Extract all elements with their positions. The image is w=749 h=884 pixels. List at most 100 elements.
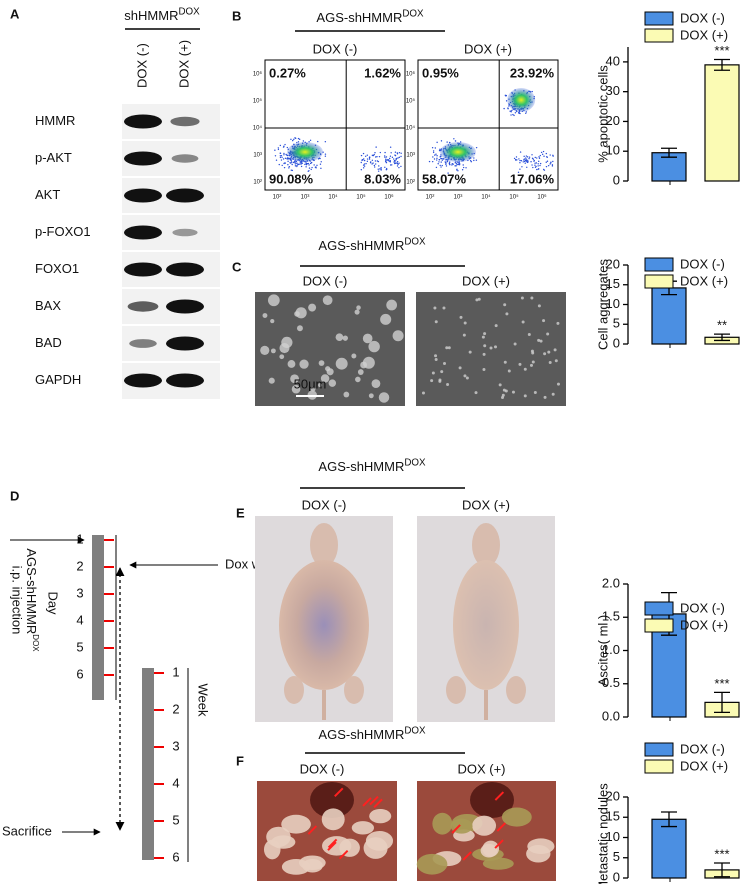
event-dot — [307, 162, 310, 165]
y-tick-label: 1.0 — [602, 642, 620, 657]
event-dot — [394, 151, 397, 153]
event-dot — [519, 151, 522, 153]
panel-title-sup: DOX — [178, 6, 200, 17]
event-dot — [444, 161, 446, 163]
cell — [318, 360, 325, 366]
cell — [546, 332, 550, 336]
band — [124, 114, 162, 129]
event-dot — [279, 152, 281, 154]
event-dot — [445, 165, 448, 167]
legend-swatch — [644, 759, 674, 774]
mouse-tail — [484, 690, 488, 720]
intestine — [263, 839, 281, 860]
event-dot — [377, 168, 379, 170]
week-bar — [142, 668, 154, 860]
event-dot — [440, 155, 442, 158]
panel-title-sup: DOX — [404, 236, 426, 247]
cell — [531, 360, 535, 364]
event-dot — [525, 155, 528, 157]
event-dot — [536, 168, 538, 171]
event-dot — [525, 158, 527, 160]
event-dot — [458, 162, 460, 164]
cell — [440, 370, 444, 374]
cell — [443, 362, 447, 366]
event-dot — [305, 166, 307, 168]
event-dot — [519, 159, 521, 162]
image-label: DOX (-) — [300, 761, 345, 776]
flow-tick: 10³ — [406, 153, 415, 159]
event-dot — [384, 160, 387, 163]
event-dot — [290, 161, 293, 163]
cell — [537, 338, 541, 342]
legend-swatch — [644, 601, 674, 616]
legend-swatch — [644, 28, 674, 43]
event-dot — [453, 138, 455, 140]
cell — [438, 379, 442, 383]
cell — [294, 311, 300, 317]
panel-letter: C — [232, 259, 242, 274]
event-dot — [365, 162, 367, 165]
flow-tick: 10⁶ — [406, 71, 416, 78]
event-dot — [552, 160, 554, 163]
event-dot — [440, 166, 442, 168]
event-dot — [552, 154, 554, 156]
cell — [505, 312, 509, 316]
event-dot — [384, 155, 386, 157]
event-dot — [376, 156, 378, 158]
cell — [463, 321, 467, 325]
cell — [459, 315, 463, 319]
event-dot — [283, 152, 285, 155]
cell — [463, 374, 467, 378]
rule — [307, 825, 318, 835]
event-dot — [290, 160, 292, 162]
event-dot — [517, 171, 520, 174]
event-dot — [454, 165, 456, 167]
event-dot — [532, 166, 534, 169]
cell — [503, 303, 507, 307]
cell — [368, 340, 380, 353]
cell — [447, 346, 451, 350]
event-dot — [385, 159, 387, 161]
event-dot — [433, 158, 436, 160]
event-dot — [550, 161, 552, 163]
event-dot — [324, 153, 327, 155]
cell — [548, 360, 552, 364]
event-dot — [531, 154, 533, 156]
legend-label: DOX (-) — [680, 741, 725, 756]
event-dot — [364, 155, 367, 157]
event-dot — [308, 141, 310, 143]
event-dot — [385, 167, 388, 170]
event-dot — [298, 163, 300, 165]
protein-label: FOXO1 — [35, 261, 79, 276]
plot-label: DOX (-) — [313, 41, 358, 56]
event-dot — [549, 154, 551, 156]
event-dot — [305, 163, 308, 165]
event-dot — [449, 161, 451, 163]
significance: *** — [714, 676, 729, 691]
event-dot — [300, 165, 303, 168]
event-dot — [362, 152, 365, 155]
protein-label: BAD — [35, 335, 62, 350]
y-tick-label: 0 — [613, 335, 620, 350]
event-dot — [396, 152, 399, 154]
band — [166, 262, 204, 277]
event-dot — [432, 150, 435, 152]
event-dot — [371, 163, 373, 165]
event-dot — [547, 164, 550, 167]
event-dot — [439, 148, 441, 150]
y-tick-label: 20 — [606, 256, 620, 271]
event-dot — [297, 137, 300, 140]
event-dot — [457, 170, 459, 172]
cell — [489, 346, 493, 350]
cell — [507, 369, 511, 373]
flow-tick: 10⁶ — [253, 71, 263, 78]
quadrant-percent: 17.06% — [510, 171, 555, 186]
mouse-leg — [446, 676, 466, 704]
intestine — [527, 838, 555, 855]
cell — [342, 335, 348, 341]
cell — [343, 391, 350, 398]
cell — [281, 336, 293, 349]
event-dot — [438, 161, 440, 163]
week-number: 3 — [172, 738, 179, 753]
band — [166, 188, 204, 203]
